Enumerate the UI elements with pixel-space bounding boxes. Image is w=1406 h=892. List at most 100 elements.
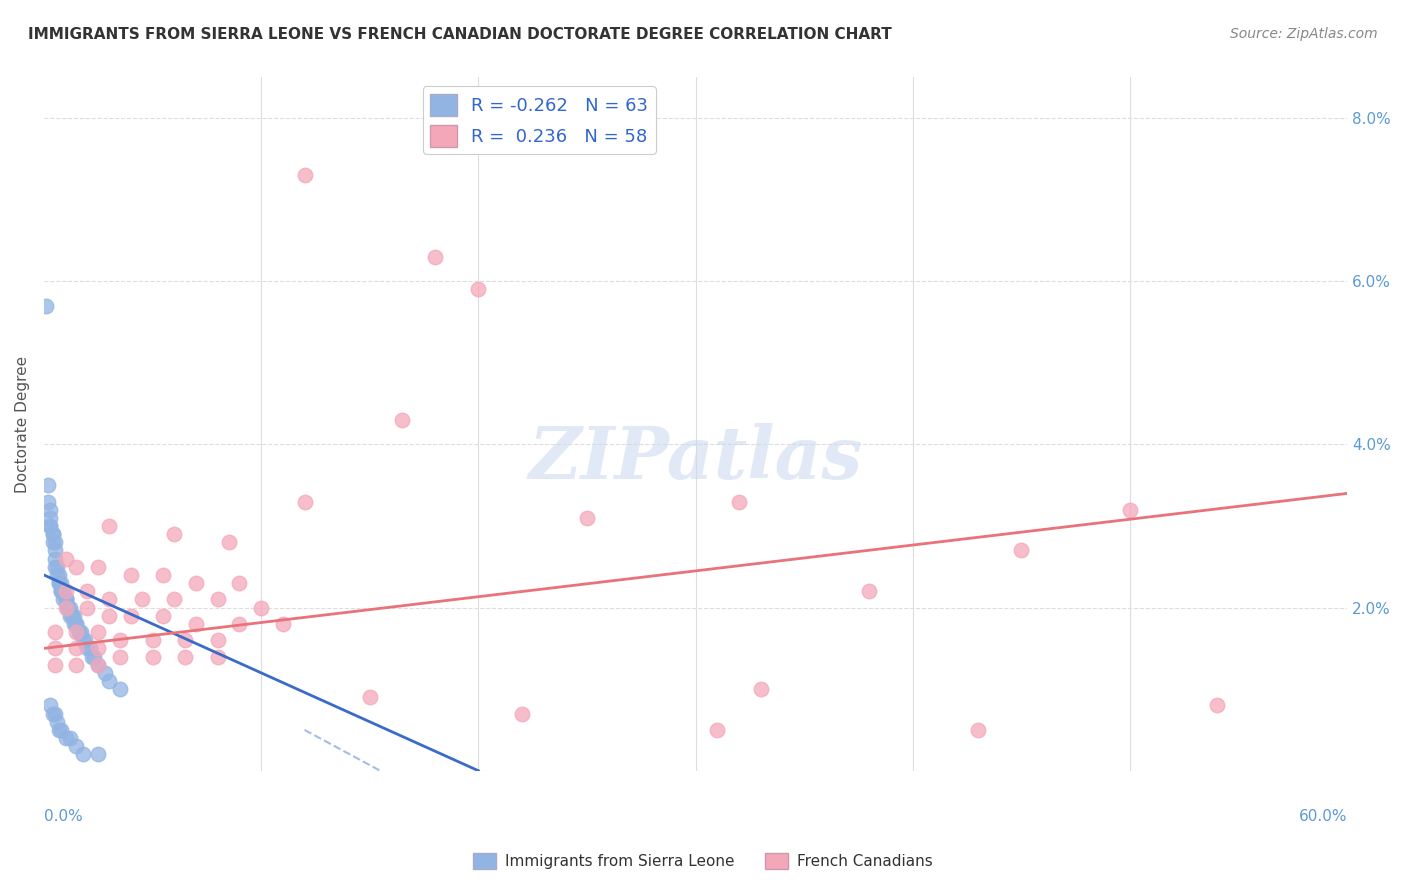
Point [76, 600, 98, 615]
Point [51, 584, 73, 599]
Point [56, 600, 79, 615]
Point [207, 592, 229, 607]
Point [41, 527, 63, 541]
Point [45, 568, 67, 582]
Point [63, 616, 86, 631]
Point [59, 608, 82, 623]
Point [63, 608, 86, 623]
Point [48, 576, 70, 591]
Point [98, 519, 121, 533]
Point [37, 494, 59, 508]
Text: IMMIGRANTS FROM SIERRA LEONE VS FRENCH CANADIAN DOCTORATE DEGREE CORRELATION CHA: IMMIGRANTS FROM SIERRA LEONE VS FRENCH C… [28, 27, 891, 42]
Point [174, 649, 197, 664]
Point [69, 625, 91, 640]
Point [65, 657, 87, 672]
Point [60, 608, 83, 623]
Point [80, 649, 103, 664]
Point [706, 723, 728, 737]
Point [184, 616, 207, 631]
Point [65, 559, 87, 574]
Point [87, 747, 110, 762]
Point [41, 527, 63, 541]
Point [174, 633, 197, 648]
Point [108, 682, 131, 697]
Point [98, 673, 121, 688]
Text: Source: ZipAtlas.com: Source: ZipAtlas.com [1230, 27, 1378, 41]
Point [48, 576, 70, 591]
Point [45, 559, 67, 574]
Point [87, 657, 110, 672]
Point [131, 592, 153, 607]
Point [67, 625, 90, 640]
Point [510, 706, 533, 721]
Point [44, 559, 66, 574]
Point [87, 625, 110, 640]
Point [59, 600, 82, 615]
Point [359, 690, 381, 705]
Point [858, 584, 880, 599]
Point [163, 592, 186, 607]
Point [1206, 698, 1229, 713]
Point [52, 584, 75, 599]
Point [45, 714, 67, 729]
Point [39, 502, 62, 516]
Point [65, 739, 87, 754]
Point [152, 568, 174, 582]
Point [294, 494, 316, 508]
Point [1010, 543, 1032, 558]
Point [65, 625, 87, 640]
Point [52, 584, 75, 599]
Point [44, 551, 66, 566]
Point [65, 616, 87, 631]
Point [728, 494, 751, 508]
Point [55, 592, 77, 607]
Point [228, 576, 250, 591]
Point [41, 535, 63, 549]
Point [163, 527, 186, 541]
Y-axis label: Doctorate Degree: Doctorate Degree [15, 356, 30, 492]
Point [575, 511, 598, 525]
Point [67, 625, 90, 640]
Point [141, 649, 163, 664]
Point [55, 592, 77, 607]
Point [141, 633, 163, 648]
Point [51, 723, 73, 737]
Point [44, 657, 66, 672]
Point [87, 657, 110, 672]
Point [48, 723, 70, 737]
Point [44, 641, 66, 656]
Point [39, 511, 62, 525]
Point [55, 731, 77, 745]
Point [271, 616, 294, 631]
Point [51, 584, 73, 599]
Text: 0.0%: 0.0% [44, 809, 83, 824]
Point [207, 649, 229, 664]
Point [391, 413, 413, 427]
Point [44, 706, 66, 721]
Point [1119, 502, 1142, 516]
Point [98, 592, 121, 607]
Point [59, 731, 82, 745]
Text: ZIPatlas: ZIPatlas [529, 423, 863, 494]
Point [56, 600, 79, 615]
Point [423, 250, 446, 264]
Point [79, 641, 101, 656]
Point [37, 478, 59, 492]
Point [48, 568, 70, 582]
Point [228, 616, 250, 631]
Point [55, 600, 77, 615]
Point [44, 535, 66, 549]
Point [35, 299, 58, 313]
Point [83, 649, 105, 664]
Legend: R = -0.262   N = 63, R =  0.236   N = 58: R = -0.262 N = 63, R = 0.236 N = 58 [423, 87, 655, 154]
Point [44, 625, 66, 640]
Point [467, 283, 489, 297]
Point [108, 649, 131, 664]
Point [55, 584, 77, 599]
Point [39, 698, 62, 713]
Point [39, 519, 62, 533]
Point [87, 559, 110, 574]
Point [39, 519, 62, 533]
Point [65, 616, 87, 631]
Point [75, 633, 97, 648]
